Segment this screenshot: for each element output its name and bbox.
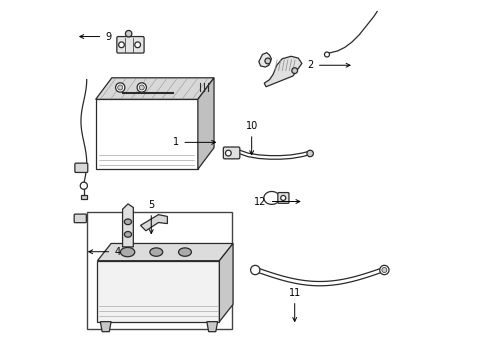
Bar xyxy=(96,99,198,169)
Circle shape xyxy=(381,267,386,273)
FancyBboxPatch shape xyxy=(117,37,144,53)
Text: 5: 5 xyxy=(148,200,154,234)
Circle shape xyxy=(139,85,144,90)
Ellipse shape xyxy=(178,248,191,256)
Text: 1: 1 xyxy=(173,138,215,147)
Bar xyxy=(81,195,86,199)
Polygon shape xyxy=(96,78,214,99)
Polygon shape xyxy=(264,56,301,87)
Circle shape xyxy=(291,68,297,73)
Polygon shape xyxy=(97,243,233,261)
Circle shape xyxy=(135,42,140,48)
Bar xyxy=(97,261,219,321)
Circle shape xyxy=(264,58,270,64)
Circle shape xyxy=(225,150,231,156)
Circle shape xyxy=(125,31,132,37)
FancyBboxPatch shape xyxy=(277,193,288,203)
Polygon shape xyxy=(122,204,133,247)
Circle shape xyxy=(324,52,329,57)
Circle shape xyxy=(119,42,124,48)
FancyBboxPatch shape xyxy=(223,147,239,159)
Text: 8: 8 xyxy=(0,359,1,360)
Polygon shape xyxy=(258,53,271,67)
Text: 6: 6 xyxy=(0,359,1,360)
FancyBboxPatch shape xyxy=(74,214,86,223)
Circle shape xyxy=(80,182,87,189)
Circle shape xyxy=(118,85,122,90)
Bar xyxy=(86,212,231,329)
Text: 3: 3 xyxy=(0,359,1,360)
Ellipse shape xyxy=(149,248,163,256)
Circle shape xyxy=(306,150,313,157)
Ellipse shape xyxy=(120,247,135,257)
Circle shape xyxy=(115,83,124,92)
Polygon shape xyxy=(140,215,167,231)
Circle shape xyxy=(137,83,146,92)
Polygon shape xyxy=(206,321,217,332)
Ellipse shape xyxy=(124,231,131,237)
Text: 7: 7 xyxy=(0,359,1,360)
Text: 9: 9 xyxy=(80,32,111,41)
Text: 12: 12 xyxy=(254,197,299,207)
Text: 10: 10 xyxy=(245,121,257,155)
Ellipse shape xyxy=(124,219,131,225)
Polygon shape xyxy=(100,321,111,332)
Text: 2: 2 xyxy=(307,60,349,70)
Polygon shape xyxy=(198,78,214,169)
Circle shape xyxy=(379,265,388,275)
Circle shape xyxy=(250,265,260,275)
FancyBboxPatch shape xyxy=(75,163,88,172)
Text: 11: 11 xyxy=(288,288,300,321)
Text: 4: 4 xyxy=(89,247,120,257)
Polygon shape xyxy=(219,243,233,321)
Circle shape xyxy=(280,195,285,201)
